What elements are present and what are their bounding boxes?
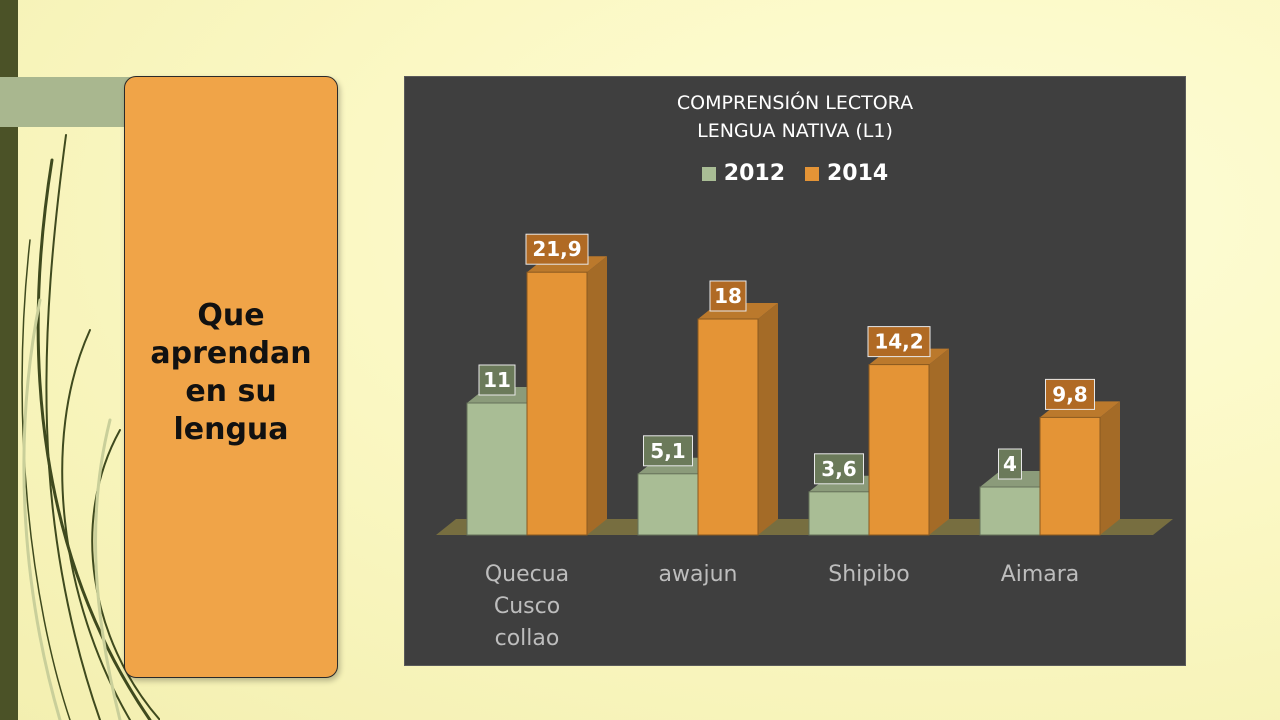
legend-swatch-2014: [805, 166, 819, 181]
legend-swatch-2012: [701, 166, 716, 181]
legend-item-2012: 2012: [701, 161, 785, 186]
bar-2012-3: [979, 486, 1041, 536]
bar-2012-2: [808, 491, 870, 536]
bar-plot: 11 21,9 Quecua Cusco collao 5,1 18 awajun 3,6 14,…: [436, 233, 1173, 651]
category-label-1-0: awajun: [659, 562, 738, 587]
chart-title-line1: COMPRENSIÓN LECTORA: [676, 92, 914, 114]
data-label-2012-2: 3,6: [821, 457, 856, 481]
chart-title-line2: LENGUA NATIVA (L1): [697, 120, 893, 142]
bar-side-2014-1: [758, 303, 778, 535]
chart-panel: COMPRENSIÓN LECTORA LENGUA NATIVA (L1) 2…: [404, 76, 1186, 666]
data-label-box-2014-3: [1045, 378, 1095, 410]
category-label-0-2: collao: [495, 626, 560, 651]
data-label-box-2014-1: [709, 280, 747, 312]
data-label-box-2012-0: [478, 364, 516, 396]
bar-2014-1: [697, 318, 759, 536]
legend-label-2012: 2012: [723, 161, 785, 186]
data-label-box-2014-2: [867, 326, 931, 358]
data-label-box-2012-3: [998, 448, 1022, 480]
bar-2014-2: [868, 364, 930, 536]
bar-side-2014-3: [1100, 401, 1120, 535]
legend: 2012 2014: [405, 161, 1185, 186]
data-label-2014-1: 18: [714, 284, 742, 308]
data-label-box-2012-2: [814, 453, 864, 485]
bar-2014-3: [1039, 416, 1101, 536]
highlight-card: Que aprendan en su lengua: [124, 76, 338, 678]
bar-side-2014-2: [929, 348, 949, 535]
data-label-2014-3: 9,8: [1052, 382, 1087, 406]
legend-label-2014: 2014: [827, 161, 889, 186]
category-label-0-0: Quecua: [485, 562, 569, 587]
data-label-2012-1: 5,1: [650, 439, 685, 463]
data-label-2012-3: 4: [1003, 452, 1017, 476]
bar-side-2014-0: [587, 256, 607, 535]
data-label-box-2014-0: [525, 233, 589, 265]
data-label-2012-0: 11: [483, 368, 511, 392]
card-text: Que aprendan en su lengua: [150, 298, 312, 447]
data-label-box-2012-1: [643, 435, 693, 467]
data-label-2014-2: 14,2: [874, 330, 923, 354]
category-label-3-0: Aimara: [1001, 562, 1080, 587]
category-label-2-0: Shipibo: [828, 562, 910, 587]
left-stripe: [0, 0, 18, 720]
bar-2012-0: [466, 402, 528, 536]
decorative-band: [0, 77, 135, 127]
bar-2014-0: [526, 271, 588, 536]
decorative-grass: [21, 134, 160, 720]
legend-item-2014: 2014: [805, 161, 888, 186]
category-label-0-1: Cusco: [494, 594, 560, 619]
data-label-2014-0: 21,9: [532, 237, 581, 261]
chart-title: COMPRENSIÓN LECTORA LENGUA NATIVA (L1): [405, 89, 1185, 145]
bar-2012-1: [637, 473, 699, 536]
